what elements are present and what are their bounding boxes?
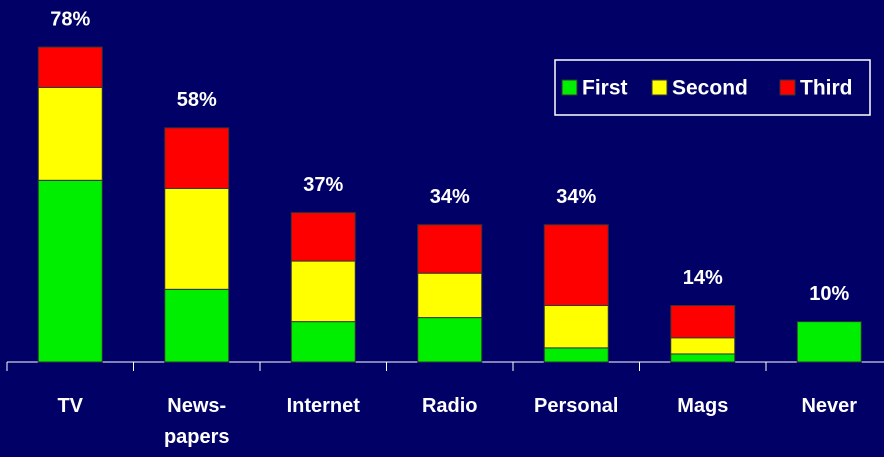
bar-segment: [417, 272, 483, 319]
value-label: 34%: [556, 186, 596, 208]
x-tick-label: Never: [801, 395, 858, 417]
bar-segment: [417, 317, 483, 363]
bar-segment: [290, 212, 356, 262]
x-tick-label: Personal: [534, 395, 619, 417]
bar-segment: [670, 337, 736, 355]
x-tick-label: Mags: [677, 395, 729, 417]
bar-segment: [796, 321, 862, 363]
bar-segment: [670, 304, 736, 339]
value-label: 78%: [50, 8, 90, 30]
legend-swatch: [651, 79, 668, 96]
legend-swatch: [561, 79, 578, 96]
bar-segment: [37, 179, 103, 363]
bar-segment: [417, 224, 483, 274]
bar-segment: [164, 288, 230, 363]
bar-segment: [164, 187, 230, 290]
bar-segment: [543, 347, 609, 363]
bar-segment: [543, 304, 609, 349]
bar-segment: [543, 224, 609, 306]
bar-segment: [290, 260, 356, 323]
x-tick-label: Internet: [286, 395, 360, 417]
x-tick-label: TV: [57, 395, 84, 417]
value-label: 14%: [683, 267, 723, 289]
bar-segment: [37, 46, 103, 88]
legend-label: Second: [672, 77, 748, 100]
x-tick-label: News- papers: [163, 395, 230, 448]
legend-box: [554, 59, 871, 116]
x-tick-label: Radio: [421, 395, 478, 417]
value-label: 37%: [303, 174, 343, 196]
bar-segment: [290, 321, 356, 363]
legend-swatch: [779, 79, 796, 96]
legend-label: First: [582, 77, 628, 100]
value-label: 34%: [430, 186, 470, 208]
value-label: 58%: [177, 89, 217, 111]
legend-label: Third: [800, 77, 853, 100]
bar-segment: [164, 127, 230, 189]
bar-segment: [37, 86, 103, 181]
value-label: 10%: [809, 283, 849, 305]
bar-segment: [670, 353, 736, 363]
